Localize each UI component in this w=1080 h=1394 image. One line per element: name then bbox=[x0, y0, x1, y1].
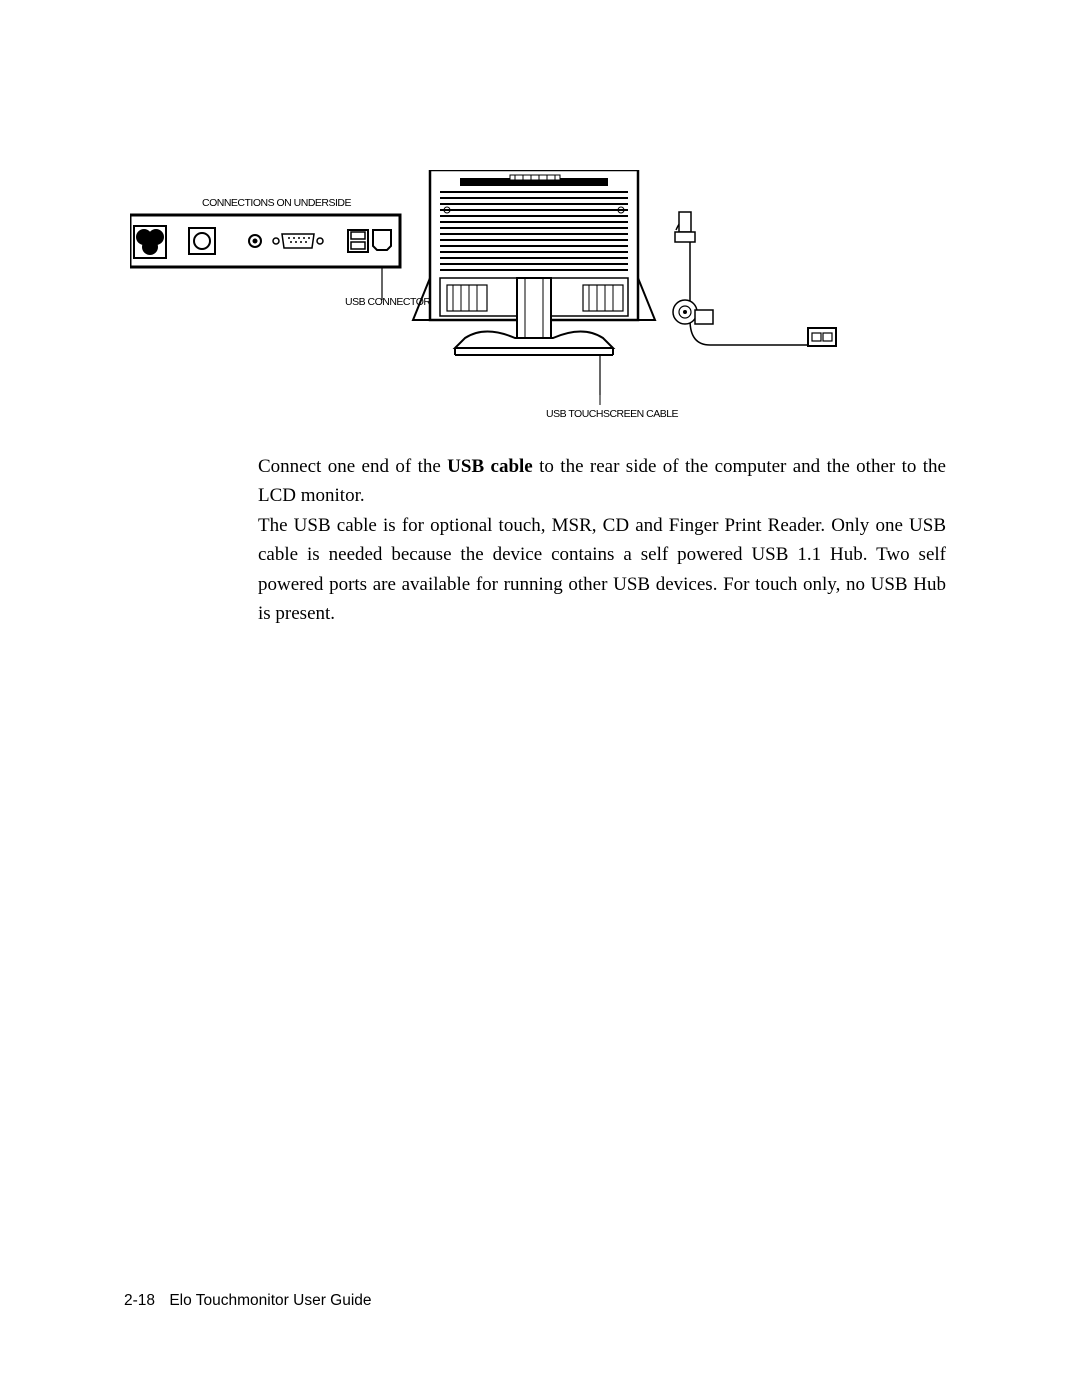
diagram-svg bbox=[130, 170, 950, 440]
p1-a: Connect one end of the bbox=[258, 456, 447, 477]
para-2: The USB cable is for optional touch, MSR… bbox=[258, 511, 946, 629]
cable bbox=[600, 212, 836, 405]
page-number: 2-18 bbox=[124, 1292, 155, 1309]
monitor-rear bbox=[413, 170, 655, 355]
p1-bold: USB cable bbox=[447, 456, 533, 477]
label-usb-cable: USB TOUCHSCREEN CABLE bbox=[546, 408, 678, 420]
label-connections: CONNECTIONS ON UNDERSIDE bbox=[202, 197, 351, 209]
body-paragraph: Connect one end of the USB cable to the … bbox=[258, 452, 946, 629]
connection-diagram: CONNECTIONS ON UNDERSIDE USB CONNECTOR U… bbox=[130, 170, 950, 440]
guide-title: Elo Touchmonitor User Guide bbox=[169, 1292, 371, 1309]
label-usb-connector: USB CONNECTOR bbox=[345, 296, 430, 308]
page-footer: 2-18 Elo Touchmonitor User Guide bbox=[124, 1292, 372, 1310]
connector-panel bbox=[130, 215, 400, 300]
para-1: Connect one end of the USB cable to the … bbox=[258, 452, 946, 511]
